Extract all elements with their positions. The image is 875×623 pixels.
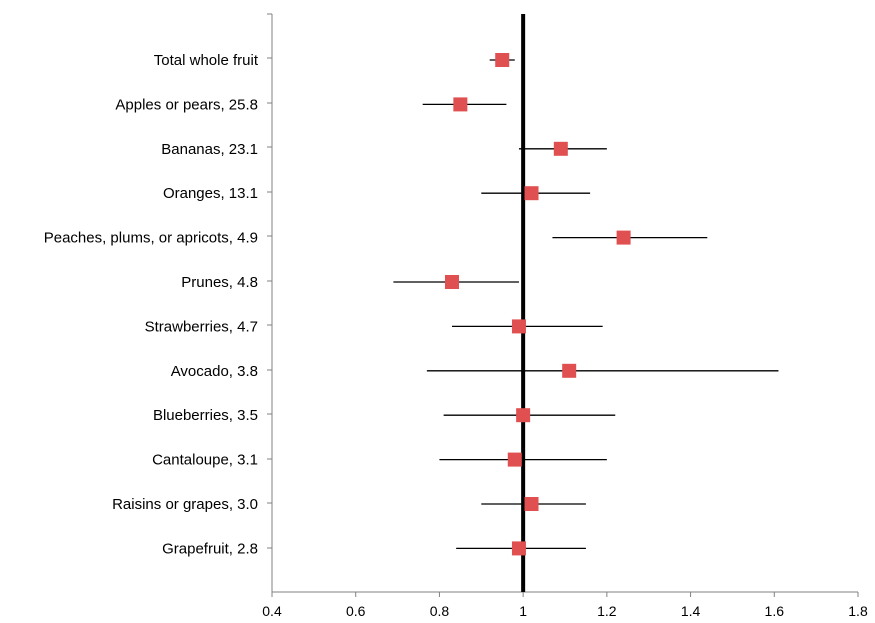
estimate-marker: [495, 53, 510, 67]
x-tick-label: 0.6: [346, 603, 366, 619]
x-tick-label: 0.4: [262, 603, 282, 619]
category-label: Avocado, 3.8: [171, 363, 258, 380]
category-label: Raisins or grapes, 3.0: [112, 496, 258, 513]
category-label: Cantaloupe, 3.1: [152, 452, 258, 469]
x-tick-labels: 0.4 0.6 0.8 1 1.2 1.4 1.6 1.8: [262, 603, 868, 619]
estimate-marker: [511, 541, 526, 556]
category-label: Oranges, 13.1: [163, 185, 258, 202]
estimate-marker: [516, 408, 531, 423]
x-tick-label: 1.6: [765, 603, 785, 619]
x-tick-label: 0.8: [430, 603, 450, 619]
x-tick-label: 1: [519, 603, 527, 619]
axes: [267, 13, 859, 597]
confidence-intervals: [393, 59, 779, 550]
estimate-marker: [507, 452, 522, 467]
category-label: Peaches, plums, or apricots, 4.9: [44, 230, 258, 247]
estimate-marker: [444, 275, 459, 289]
estimate-marker: [524, 186, 539, 201]
x-tick-label: 1.2: [597, 603, 617, 619]
category-label: Total whole fruit: [154, 52, 259, 69]
estimate-marker: [562, 363, 577, 378]
category-label: Prunes, 4.8: [181, 274, 258, 291]
x-tick-label: 1.8: [848, 603, 868, 619]
estimate-marker: [511, 319, 526, 334]
category-label: Strawberries, 4.7: [145, 318, 258, 335]
estimate-marker: [616, 230, 631, 245]
estimate-marker: [453, 97, 468, 112]
category-label: Blueberries, 3.5: [153, 407, 258, 424]
category-label: Grapefruit, 2.8: [162, 540, 258, 557]
category-label: Apples or pears, 25.8: [115, 96, 258, 113]
category-label: Bananas, 23.1: [161, 141, 258, 158]
category-labels: Total whole fruit Apples or pears, 25.8 Ba…: [44, 52, 259, 557]
estimate-marker: [524, 497, 539, 511]
estimate-marker: [553, 141, 568, 156]
x-tick-label: 1.4: [681, 603, 701, 619]
point-estimates: [444, 53, 631, 556]
